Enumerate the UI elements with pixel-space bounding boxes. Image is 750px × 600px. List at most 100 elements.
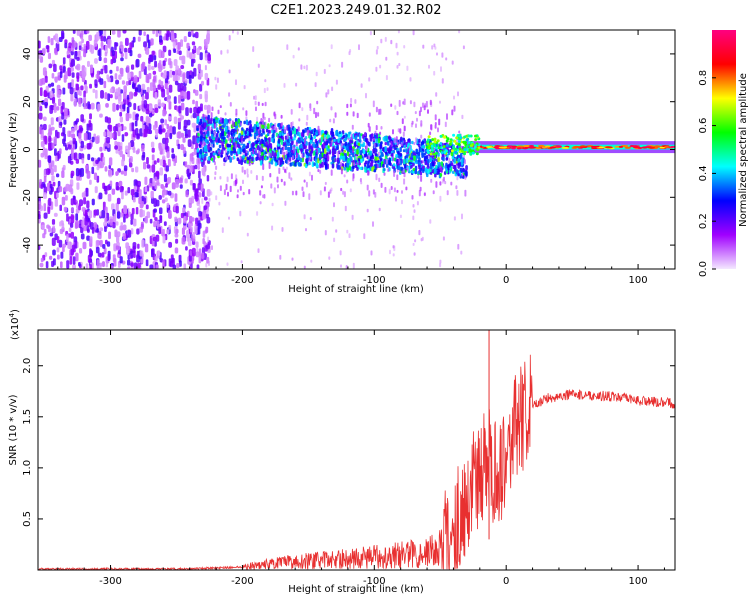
echo-cell	[233, 128, 236, 134]
transition-cell	[427, 135, 431, 139]
noise-cell	[175, 69, 179, 76]
noise-cell	[96, 259, 100, 269]
scatter-cell	[442, 236, 445, 241]
echo-wing-cell	[283, 181, 286, 186]
noise-cell	[191, 41, 196, 46]
echo-wing-cell	[281, 149, 284, 155]
noise-cell	[202, 230, 206, 238]
echo-wing-cell	[397, 128, 400, 133]
noise-cell	[129, 49, 133, 57]
noise-cell	[99, 113, 103, 118]
echo-wing-cell	[258, 150, 261, 155]
scatter-cell	[444, 121, 447, 128]
noise-cell	[88, 210, 93, 219]
noise-cell	[164, 197, 168, 202]
echo-wing-cell	[257, 128, 260, 134]
echo-cell	[344, 141, 348, 147]
echo-cell	[302, 143, 306, 150]
noise-cell	[76, 75, 80, 82]
transition-cell	[454, 147, 458, 151]
echo-wing-cell	[214, 176, 216, 180]
noise-cell	[174, 247, 179, 254]
echo-cell	[422, 144, 425, 149]
noise-cell	[101, 209, 105, 219]
noise-cell	[70, 170, 75, 177]
noise-cell	[146, 185, 150, 192]
echo-cell	[414, 165, 418, 171]
noise-cell	[192, 58, 196, 64]
echo-cell	[359, 139, 362, 143]
echo-cell	[313, 128, 316, 133]
echo-cell	[259, 159, 263, 166]
noise-cell	[141, 61, 146, 70]
noise-cell	[107, 93, 111, 101]
noise-cell	[94, 79, 98, 87]
noise-cell	[111, 133, 115, 139]
echo-cell	[343, 166, 346, 171]
transition-cell	[457, 143, 461, 146]
echo-wing-cell	[464, 159, 466, 165]
noise-cell	[47, 36, 51, 43]
echo-wing-cell	[317, 112, 320, 117]
noise-cell	[183, 119, 188, 129]
noise-cell	[103, 57, 108, 64]
noise-cell	[68, 130, 72, 137]
noise-cell	[188, 197, 193, 205]
scatter-cell	[335, 79, 338, 85]
scatter-cell	[259, 201, 262, 205]
echo-cell	[384, 141, 387, 146]
noise-cell	[127, 266, 131, 269]
echo-wing-cell	[248, 160, 251, 166]
noise-cell	[142, 210, 145, 217]
noise-cell	[51, 160, 55, 169]
noise-cell	[197, 227, 201, 235]
noise-cell	[130, 76, 135, 82]
echo-cell	[333, 148, 337, 155]
scatter-cell	[333, 237, 336, 243]
echo-cell	[204, 122, 207, 128]
noise-cell	[162, 190, 165, 198]
echo-cell	[276, 151, 280, 158]
echo-wing-cell	[318, 138, 321, 143]
echo-wing-cell	[375, 106, 378, 113]
echo-wing-cell	[390, 103, 393, 108]
noise-cell	[71, 153, 75, 160]
echo-cell	[374, 164, 377, 171]
echo-wing-cell	[435, 181, 438, 188]
echo-cell	[288, 127, 291, 133]
scatter-cell	[412, 30, 415, 36]
noise-cell	[151, 154, 155, 161]
scatter-cell	[378, 177, 381, 183]
noise-cell	[49, 90, 53, 99]
noise-cell	[58, 186, 63, 193]
noise-cell	[42, 146, 46, 156]
noise-cell	[90, 222, 94, 230]
noise-cell	[78, 132, 82, 139]
noise-cell	[172, 126, 176, 135]
echo-cell	[207, 130, 210, 137]
echo-wing-cell	[403, 98, 406, 106]
noise-cell	[186, 119, 191, 126]
noise-cell	[151, 197, 155, 204]
scatter-cell	[240, 260, 243, 264]
scatter-cell	[257, 63, 260, 68]
echo-cell	[216, 132, 219, 138]
echo-wing-cell	[237, 189, 239, 193]
carrier-cell	[521, 147, 529, 150]
noise-cell	[180, 132, 184, 138]
scatter-cell	[350, 97, 353, 103]
echo-wing-cell	[283, 151, 286, 159]
noise-cell	[48, 128, 52, 135]
echo-cell	[207, 156, 211, 161]
snr-x-label: -100	[363, 576, 386, 587]
echo-wing-cell	[282, 166, 285, 171]
echo-cell	[261, 151, 264, 157]
noise-cell	[149, 55, 154, 62]
echo-wing-cell	[464, 175, 467, 180]
noise-cell	[173, 116, 178, 125]
scatter-cell	[389, 249, 391, 255]
echo-cell	[383, 168, 386, 172]
echo-cell	[346, 151, 350, 156]
noise-cell	[131, 122, 135, 132]
echo-wing-cell	[425, 100, 428, 108]
